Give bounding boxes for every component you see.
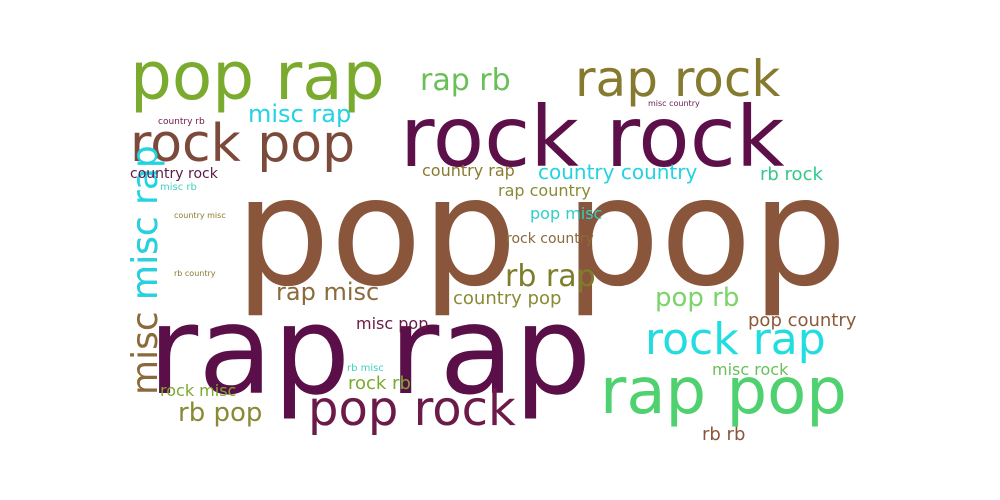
cloud-word: pop rap — [130, 38, 385, 115]
cloud-word: rb misc — [347, 363, 384, 374]
cloud-word: pop rb — [655, 283, 740, 313]
cloud-word: pop misc — [530, 204, 603, 223]
cloud-word: rb country — [174, 269, 216, 278]
cloud-word: country rap — [422, 161, 515, 180]
cloud-word: rap rap — [148, 280, 592, 422]
cloud-word: misc rock — [712, 360, 789, 379]
cloud-word: country rb — [158, 117, 205, 127]
cloud-word: rock rock — [400, 88, 785, 186]
cloud-word: rb rb — [702, 424, 746, 445]
cloud-word: rock rb — [348, 373, 411, 394]
cloud-word: rap rb — [420, 63, 511, 98]
cloud-word: misc rap — [248, 100, 352, 128]
cloud-word: rock rap — [645, 314, 826, 365]
cloud-word: rap rock — [575, 50, 781, 108]
cloud-word: country country — [538, 160, 698, 184]
cloud-word: country rock — [130, 166, 218, 182]
cloud-word: rock pop — [130, 114, 356, 174]
cloud-word: misc pop — [356, 314, 429, 333]
cloud-word: rock misc — [160, 381, 237, 400]
cloud-word: pop country — [748, 310, 857, 331]
cloud-word: rb rap — [505, 259, 596, 294]
cloud-word: misc rb — [160, 182, 197, 193]
cloud-word: rb rock — [760, 164, 823, 185]
cloud-word: pop rock — [308, 381, 516, 437]
cloud-word: rb pop — [178, 398, 263, 428]
cloud-word: pop pop — [235, 146, 848, 320]
cloud-word: country pop — [453, 288, 562, 309]
cloud-word: misc country — [648, 99, 700, 108]
cloud-word: rap pop — [600, 355, 847, 429]
cloud-word: rap country — [498, 181, 591, 200]
cloud-word: country misc — [174, 211, 226, 220]
cloud-word: rap misc — [276, 278, 380, 306]
cloud-word: rock country — [506, 231, 594, 247]
